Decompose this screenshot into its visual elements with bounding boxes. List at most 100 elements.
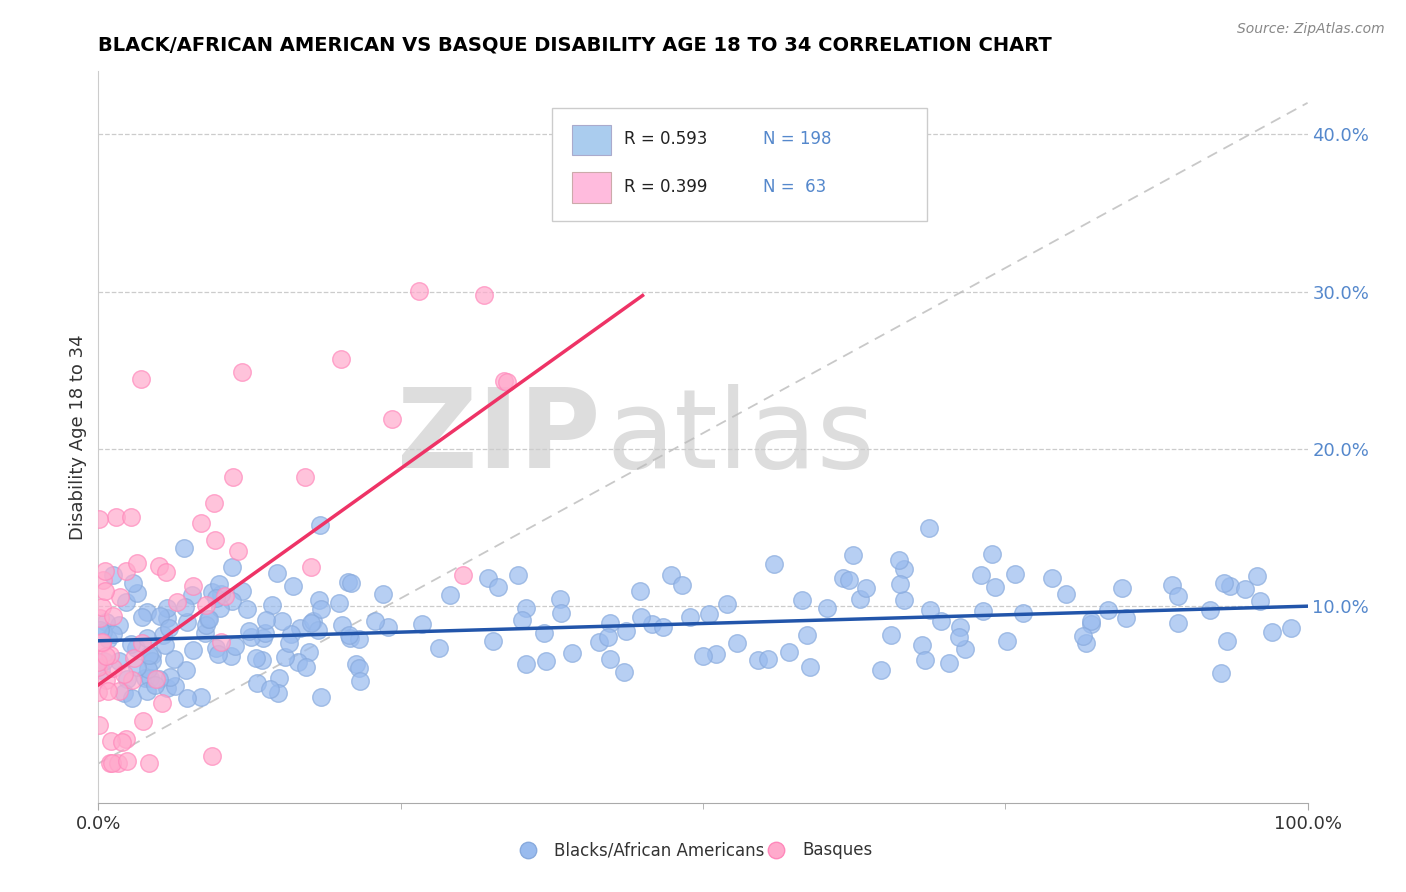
Point bbox=[849, 591, 872, 606]
Point bbox=[121, 673, 143, 688]
Point bbox=[266, 566, 288, 580]
Point bbox=[101, 627, 124, 641]
Point bbox=[201, 584, 224, 599]
Point bbox=[91, 625, 114, 640]
Point bbox=[630, 583, 652, 598]
FancyBboxPatch shape bbox=[572, 172, 612, 203]
Point bbox=[87, 660, 110, 674]
Point bbox=[163, 679, 186, 693]
Point bbox=[219, 648, 242, 663]
Point bbox=[145, 672, 167, 686]
Point bbox=[159, 670, 181, 684]
Point bbox=[224, 639, 246, 653]
Point bbox=[208, 600, 231, 615]
Point bbox=[89, 611, 111, 625]
Point bbox=[1080, 616, 1102, 631]
Point bbox=[697, 607, 720, 621]
Point bbox=[641, 616, 664, 631]
Point bbox=[838, 573, 860, 587]
Point bbox=[914, 653, 936, 667]
Point bbox=[122, 576, 145, 591]
Point bbox=[136, 606, 159, 620]
Point bbox=[114, 564, 136, 578]
Point bbox=[328, 596, 350, 610]
Point bbox=[377, 620, 399, 634]
Point bbox=[205, 640, 228, 655]
Point bbox=[918, 521, 941, 535]
Point bbox=[949, 619, 972, 633]
Point bbox=[131, 636, 153, 650]
Point bbox=[201, 749, 224, 764]
Point bbox=[252, 653, 274, 667]
Point bbox=[1279, 621, 1302, 635]
Point bbox=[496, 375, 519, 389]
Point bbox=[516, 859, 538, 873]
Point bbox=[659, 567, 682, 582]
Point bbox=[181, 643, 204, 657]
Point bbox=[93, 654, 115, 668]
Point bbox=[91, 636, 114, 650]
Point bbox=[614, 624, 637, 638]
Point bbox=[143, 678, 166, 692]
Point bbox=[117, 672, 139, 686]
Point bbox=[280, 627, 302, 641]
Point bbox=[294, 659, 316, 673]
Point bbox=[929, 614, 952, 628]
Point bbox=[1097, 603, 1119, 617]
Point bbox=[347, 632, 370, 646]
Point bbox=[127, 586, 149, 600]
Point bbox=[893, 562, 915, 576]
Point bbox=[90, 663, 112, 677]
Point bbox=[149, 608, 172, 623]
Point bbox=[156, 610, 179, 624]
Point bbox=[207, 647, 229, 661]
Point bbox=[135, 683, 157, 698]
Point bbox=[588, 635, 610, 649]
Point bbox=[148, 672, 170, 686]
Point bbox=[716, 597, 738, 611]
Point bbox=[790, 593, 813, 607]
Point bbox=[93, 583, 115, 598]
Point bbox=[108, 655, 131, 669]
Point bbox=[190, 690, 212, 704]
Point bbox=[176, 615, 198, 629]
Point bbox=[411, 617, 433, 632]
Point bbox=[309, 690, 332, 704]
Point bbox=[166, 595, 188, 609]
Point bbox=[1111, 582, 1133, 596]
Point bbox=[308, 593, 330, 607]
Point bbox=[1212, 576, 1234, 591]
Point bbox=[373, 587, 395, 601]
Point bbox=[209, 634, 232, 648]
Point bbox=[329, 352, 352, 367]
Point bbox=[222, 470, 245, 484]
Point bbox=[231, 365, 253, 379]
Point bbox=[97, 632, 120, 646]
Point bbox=[100, 734, 122, 748]
Point bbox=[205, 591, 228, 605]
Point bbox=[125, 557, 148, 571]
Point bbox=[181, 579, 204, 593]
Point bbox=[889, 577, 911, 591]
Point bbox=[970, 567, 993, 582]
Point bbox=[98, 648, 121, 662]
Text: Blacks/African Americans: Blacks/African Americans bbox=[554, 841, 765, 859]
Point bbox=[195, 598, 218, 612]
Point bbox=[101, 756, 124, 771]
Point bbox=[778, 645, 800, 659]
Point bbox=[287, 656, 309, 670]
Point bbox=[972, 604, 994, 618]
Point bbox=[235, 602, 257, 616]
Point bbox=[190, 516, 212, 530]
Point bbox=[349, 673, 371, 688]
Text: Basques: Basques bbox=[803, 841, 872, 859]
Point bbox=[148, 559, 170, 574]
Point bbox=[197, 612, 219, 626]
Point bbox=[918, 603, 941, 617]
Point bbox=[596, 630, 619, 644]
Point bbox=[274, 649, 297, 664]
Point bbox=[89, 623, 111, 637]
Point bbox=[138, 671, 160, 685]
Point bbox=[103, 660, 125, 674]
Text: R = 0.593: R = 0.593 bbox=[624, 130, 707, 148]
